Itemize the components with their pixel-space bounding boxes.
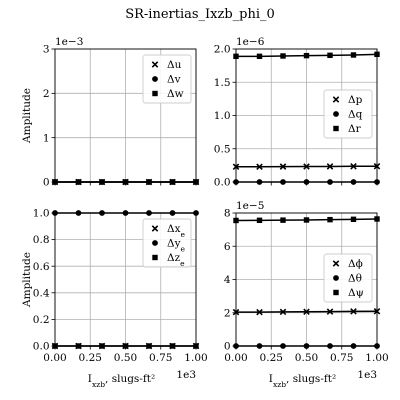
legend-marker (152, 76, 158, 82)
legend: Δu Δv Δw (143, 55, 191, 103)
legend-marker (333, 111, 339, 117)
legend-marker (152, 240, 158, 246)
x-tick-label: 0.00 (43, 352, 66, 364)
y-tick-label: 6 (224, 241, 231, 253)
data-point (351, 217, 356, 222)
y-tick-label: 3 (43, 44, 50, 56)
y-tick-label: 0.8 (33, 234, 50, 246)
x-tick-label: 1.00 (365, 352, 388, 364)
legend-marker (152, 255, 157, 260)
y-tick-label: 0.5 (214, 143, 231, 155)
y-tick-label: 2 (224, 307, 231, 319)
y-tick-label: 0.6 (33, 261, 50, 273)
legend-marker (333, 290, 338, 295)
y-tick-label: 4 (224, 274, 231, 286)
x-tick-label: 0.75 (149, 352, 172, 364)
y-tick-label: 1.0 (33, 208, 50, 220)
y-tick-label: 8 (224, 208, 231, 220)
x-offset-label: 1e3 (176, 369, 196, 381)
y-tick-label: 1 (43, 132, 50, 144)
figure-title: SR-inertias_Ixzb_phi_0 (125, 7, 275, 22)
data-point (257, 218, 262, 223)
y-tick-label: 0.4 (33, 287, 50, 299)
y-tick-label: 0.0 (214, 177, 231, 189)
data-point (351, 52, 356, 57)
legend-entry: Δr (348, 123, 362, 135)
legend-entry: Δw (167, 88, 184, 100)
data-point (327, 53, 332, 58)
y-tick-label: 2.0 (214, 44, 231, 56)
data-point (304, 217, 309, 222)
y-tick-label: 2 (43, 88, 50, 100)
data-point (257, 54, 262, 59)
legend-entry: Δψ (348, 287, 364, 299)
x-tick-label: 0.75 (330, 352, 353, 364)
legend-entry: Δp (348, 94, 363, 106)
y-offset-label: 1e−6 (236, 36, 265, 48)
y-tick-label: 1.5 (214, 77, 231, 89)
data-point (304, 53, 309, 58)
legend-marker (333, 275, 339, 281)
y-tick-label: 0.0 (33, 341, 50, 353)
legend-entry: Δv (167, 74, 181, 86)
x-tick-label: 0.25 (79, 352, 102, 364)
y-offset-label: 1e−5 (236, 200, 264, 212)
legend-marker (333, 126, 338, 131)
x-tick-label: 0.50 (114, 352, 137, 364)
legend: Δp Δq Δr (324, 90, 372, 138)
y-axis-label: Amplitude (21, 88, 33, 144)
legend-entry: Δq (348, 109, 363, 121)
x-offset-label: 1e3 (357, 369, 377, 381)
legend-entry: Δu (167, 59, 182, 71)
data-point (280, 217, 285, 222)
y-tick-label: 1.0 (214, 110, 231, 122)
x-tick-label: 1.00 (184, 352, 207, 364)
legend-entry: Δϕ (348, 258, 363, 270)
x-tick-label: 0.25 (260, 352, 283, 364)
y-axis-label: Amplitude (21, 252, 33, 308)
y-tick-label: 0.2 (33, 314, 50, 326)
legend-marker (152, 91, 157, 96)
y-tick-label: 0 (43, 177, 50, 189)
y-tick-label: 0 (224, 341, 231, 353)
legend-entry: Δθ (348, 273, 362, 285)
y-offset-label: 1e−3 (55, 36, 83, 48)
x-tick-label: 0.50 (295, 352, 318, 364)
legend: Δϕ Δθ Δψ (324, 254, 372, 302)
data-point (327, 217, 332, 222)
x-tick-label: 0.00 (224, 352, 247, 364)
data-point (280, 53, 285, 58)
